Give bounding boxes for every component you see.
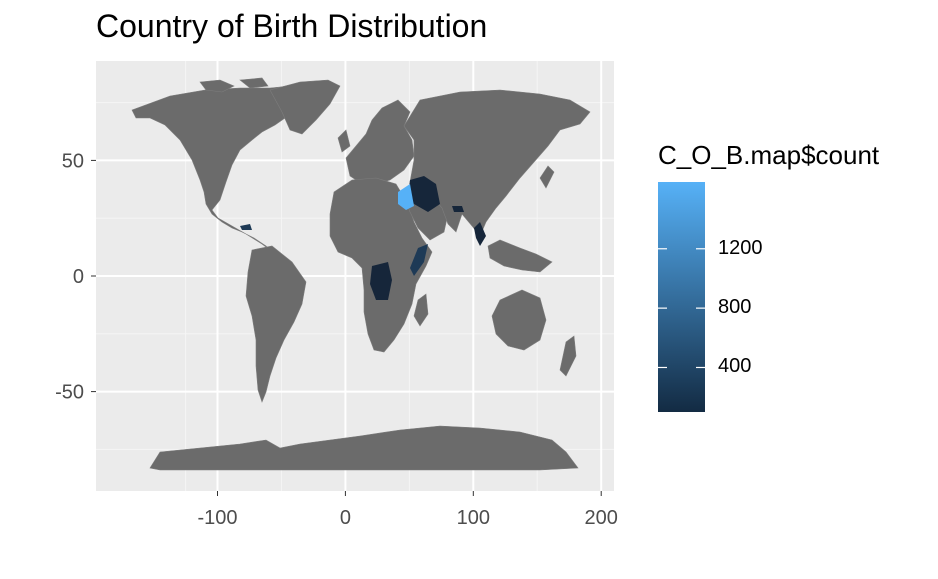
y-tick-label: 50 <box>62 150 84 172</box>
region-nepal <box>452 206 464 212</box>
legend-tick-label: 1200 <box>718 236 763 259</box>
region-dr-congo <box>370 262 392 300</box>
arctic-islands <box>199 77 269 93</box>
land-masses <box>131 77 591 471</box>
y-tick-label: 0 <box>73 266 84 288</box>
legend-tick-label: 800 <box>718 296 752 319</box>
legend-colorbar <box>658 182 705 412</box>
legend-tick-label: 400 <box>718 355 752 378</box>
region-myanmar <box>474 222 486 246</box>
new-zealand <box>559 335 577 377</box>
region-caribbean <box>240 224 252 230</box>
southeast-asia-islands <box>487 239 553 273</box>
australia <box>491 289 547 351</box>
region-iran <box>408 176 440 212</box>
greenland <box>269 79 341 135</box>
x-tick-label: 0 <box>340 507 351 529</box>
x-tick-label: -100 <box>197 507 237 529</box>
madagascar <box>413 293 429 327</box>
uk <box>337 129 351 153</box>
region-iraq <box>398 184 414 210</box>
region-somalia <box>410 244 428 276</box>
legend-ticks <box>658 248 705 369</box>
antarctica <box>149 425 579 471</box>
highlighted-countries <box>240 176 486 300</box>
y-axis-ticks: 50 0 -50 <box>55 150 96 404</box>
chart-title: Country of Birth Distribution <box>96 8 488 44</box>
x-axis-ticks: -100 0 100 200 <box>197 491 618 529</box>
y-tick-label: -50 <box>55 382 84 404</box>
x-tick-label: 200 <box>585 507 618 529</box>
south-america <box>245 245 307 403</box>
japan <box>539 165 555 189</box>
x-tick-label: 100 <box>457 507 490 529</box>
legend-title: C_O_B.map$count <box>658 140 880 170</box>
